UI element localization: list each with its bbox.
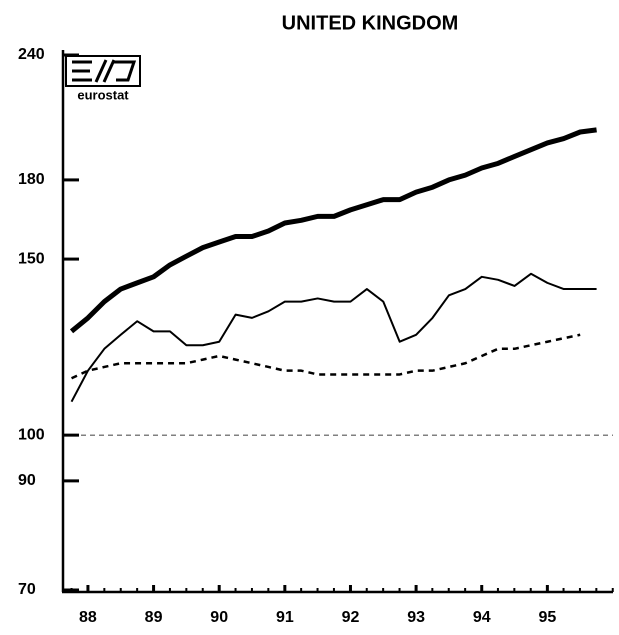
y-tick-label: 70 bbox=[18, 581, 36, 598]
x-tick-label: 90 bbox=[210, 609, 228, 626]
x-tick-label: 94 bbox=[473, 609, 491, 626]
y-tick-label: 240 bbox=[18, 46, 45, 63]
x-tick-label: 88 bbox=[79, 609, 97, 626]
y-tick-label: 180 bbox=[18, 171, 45, 188]
series-line bbox=[70, 272, 597, 403]
logo-mark bbox=[72, 59, 137, 83]
series-line bbox=[71, 333, 581, 380]
y-tick-label: 100 bbox=[18, 426, 45, 443]
x-tick-label: 95 bbox=[538, 609, 556, 626]
x-tick-label: 92 bbox=[342, 609, 360, 626]
y-tick-label: 150 bbox=[18, 250, 45, 267]
x-tick-label: 91 bbox=[276, 609, 294, 626]
series-line bbox=[69, 127, 597, 334]
chart-title: UNITED KINGDOM bbox=[282, 12, 459, 34]
logo-text: eurostat bbox=[77, 87, 129, 102]
x-tick-label: 89 bbox=[145, 609, 163, 626]
x-tick-label: 93 bbox=[407, 609, 425, 626]
y-tick-label: 90 bbox=[18, 472, 36, 489]
